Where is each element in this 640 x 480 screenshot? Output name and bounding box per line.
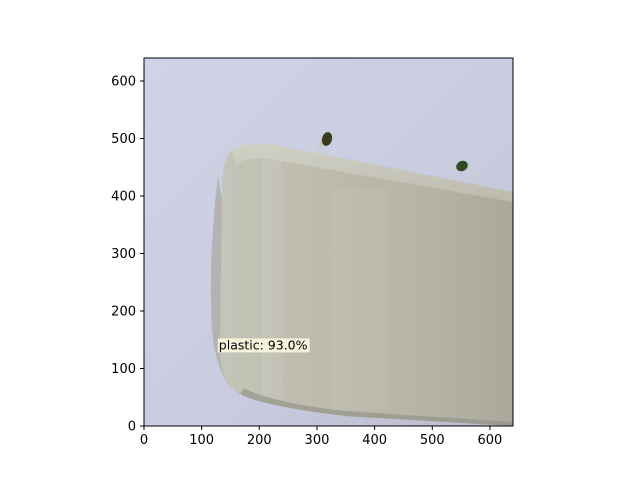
x-tick-label: 0 (140, 433, 148, 448)
plot-image (144, 58, 513, 426)
label-background (217, 338, 310, 353)
x-tick-label: 300 (305, 433, 330, 448)
x-tick-label: 200 (247, 433, 272, 448)
sprout-left (318, 132, 333, 149)
y-tick-label: 100 (111, 362, 136, 377)
y-tick-label: 0 (128, 420, 136, 435)
detections-layer: plastic: 93.0% (217, 337, 310, 353)
y-tick-label: 500 (111, 132, 136, 147)
axes-frame (143, 57, 514, 427)
axis-ticks: 0 100 200 300 400 500 600 0 100 200 300 400 500 600 (111, 75, 502, 449)
x-tick-label: 400 (362, 433, 387, 448)
x-tick-label: 500 (420, 433, 445, 448)
plastic-container (220, 143, 513, 426)
y-tick-label: 200 (111, 305, 136, 320)
sprout-right (454, 160, 468, 172)
y-tick-label: 400 (111, 190, 136, 205)
x-tick-label: 600 (478, 433, 503, 448)
x-tick-label: 100 (189, 433, 214, 448)
y-tick-label: 600 (111, 75, 136, 90)
detection-label: plastic: 93.0% (219, 337, 308, 352)
y-tick-label: 300 (111, 247, 136, 262)
